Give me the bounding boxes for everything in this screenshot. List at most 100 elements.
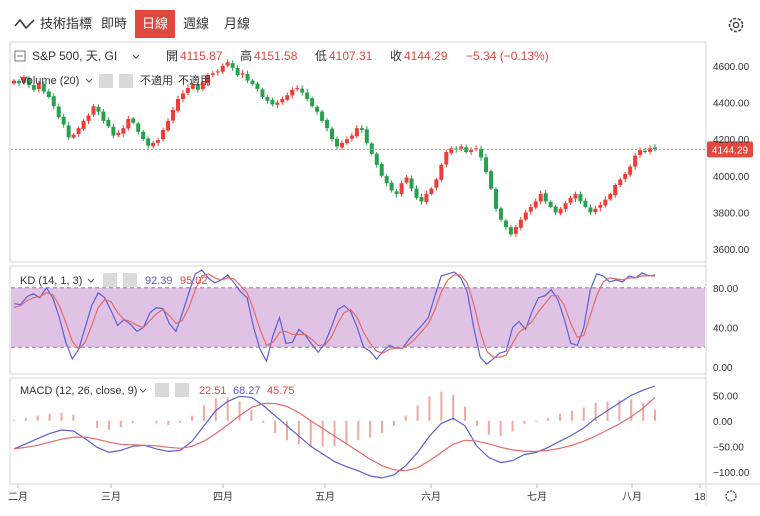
candle [210, 73, 215, 75]
candle [638, 150, 643, 155]
macd-signal-line [13, 396, 656, 472]
close-label: 收 [390, 49, 402, 63]
candle [141, 131, 146, 140]
candle [479, 148, 484, 158]
volume-legend: Volume (20) 不適用 不適用 [20, 73, 211, 88]
candle [364, 129, 369, 143]
symbol-dropdown-icon[interactable] [132, 54, 140, 59]
candle [260, 89, 265, 98]
tab-weekly[interactable]: 週線 [182, 16, 209, 31]
time-tick-label: 二月 [8, 491, 28, 503]
candle [200, 82, 205, 90]
indicator-icon[interactable] [14, 17, 36, 31]
candle [300, 88, 305, 93]
candle [151, 142, 156, 147]
time-tick-label: 18 [694, 492, 706, 503]
candle [513, 227, 518, 234]
volume-settings-icon[interactable] [99, 74, 113, 88]
collapse-icon[interactable] [14, 50, 26, 62]
candle [71, 134, 76, 138]
candle [493, 188, 498, 209]
macd-close-icon[interactable] [175, 383, 189, 397]
candle [394, 191, 399, 195]
candle [404, 177, 409, 183]
kd-dropdown-icon[interactable] [87, 278, 95, 283]
candle [86, 115, 91, 121]
candle [613, 184, 618, 196]
candle [180, 93, 185, 100]
candle [315, 106, 320, 112]
candle [290, 89, 295, 96]
candle [21, 76, 26, 83]
kd-close-icon[interactable] [123, 273, 137, 287]
volume-dropdown-icon[interactable] [85, 78, 93, 83]
candle [126, 119, 131, 129]
candle [175, 98, 180, 111]
chart-area[interactable]: 4144.29 4600.00 4400.00 4200.00 4000.00 3800… [0, 40, 760, 516]
toolbar: 技術指標 即時 日線 週線 月線 [0, 0, 760, 40]
kd-k-value: 92.39 [145, 275, 173, 287]
volume-title[interactable]: Volume (20) [20, 75, 79, 87]
candle [424, 194, 429, 202]
candle [280, 98, 285, 103]
axis-settings-icon[interactable] [725, 490, 737, 502]
indicator-button[interactable]: 技術指標 [39, 16, 92, 31]
price-tick-label: 4600.00 [713, 62, 750, 73]
candle [568, 197, 573, 203]
price-panel [9, 41, 707, 263]
candle [190, 84, 195, 89]
candle [583, 200, 588, 207]
macd-histogram [13, 391, 656, 447]
price-tick-label: 4000.00 [713, 172, 750, 183]
candle [61, 116, 66, 125]
symbol-label[interactable]: S&P 500, 天, GI [32, 49, 117, 63]
candle [51, 96, 56, 107]
candlestick-series [12, 59, 657, 238]
volume-value-2: 不適用 [178, 73, 211, 87]
settings-gear-icon[interactable] [726, 15, 746, 35]
candle [593, 208, 598, 213]
tab-daily[interactable]: 日線 [135, 10, 175, 38]
price-tick-label: 4400.00 [713, 99, 750, 110]
candle [563, 203, 568, 209]
candle [16, 80, 21, 84]
candle [523, 212, 528, 220]
candle [101, 111, 106, 121]
candle [484, 157, 489, 173]
candle [349, 135, 354, 139]
time-tick-label: 三月 [101, 491, 121, 503]
price-axis: 4600.00 4400.00 4200.00 4000.00 3800.00 3600.… [713, 62, 750, 256]
kd-d-value: 95.02 [180, 275, 208, 287]
macd-lines [13, 385, 656, 479]
macd-settings-icon[interactable] [155, 383, 169, 397]
candle [36, 83, 41, 90]
candle [96, 106, 101, 112]
macd-axis: 50.00 0.00 −50.00 −100.00 [713, 391, 750, 479]
candle [623, 173, 628, 179]
macd-title[interactable]: MACD (12, 26, close, 9) [20, 385, 137, 397]
high-value: 4151.58 [254, 49, 298, 63]
kd-settings-icon[interactable] [103, 273, 117, 287]
macd-dropdown-icon[interactable] [139, 388, 147, 393]
candle [429, 188, 434, 194]
volume-close-icon[interactable] [119, 74, 133, 88]
kd-title[interactable]: KD (14, 1, 3) [20, 275, 82, 287]
candle [449, 148, 454, 153]
candle [166, 120, 171, 131]
candle [255, 83, 260, 89]
candle [578, 194, 583, 202]
tab-monthly[interactable]: 月線 [223, 16, 250, 31]
candle [588, 207, 593, 213]
candle [548, 201, 553, 207]
tab-realtime[interactable]: 即時 [100, 16, 127, 31]
volume-value-1: 不適用 [140, 73, 173, 87]
time-tick-label: 四月 [213, 491, 233, 503]
kd-d-line [13, 273, 656, 358]
candle [225, 62, 230, 66]
time-tick-label: 七月 [527, 491, 547, 503]
kd-tick-label: 80.00 [713, 284, 738, 295]
time-axis: 二月 三月 四月 五月 六月 七月 八月 18 [8, 484, 706, 503]
candle [334, 138, 339, 147]
candle [369, 143, 374, 154]
candle [12, 80, 16, 84]
